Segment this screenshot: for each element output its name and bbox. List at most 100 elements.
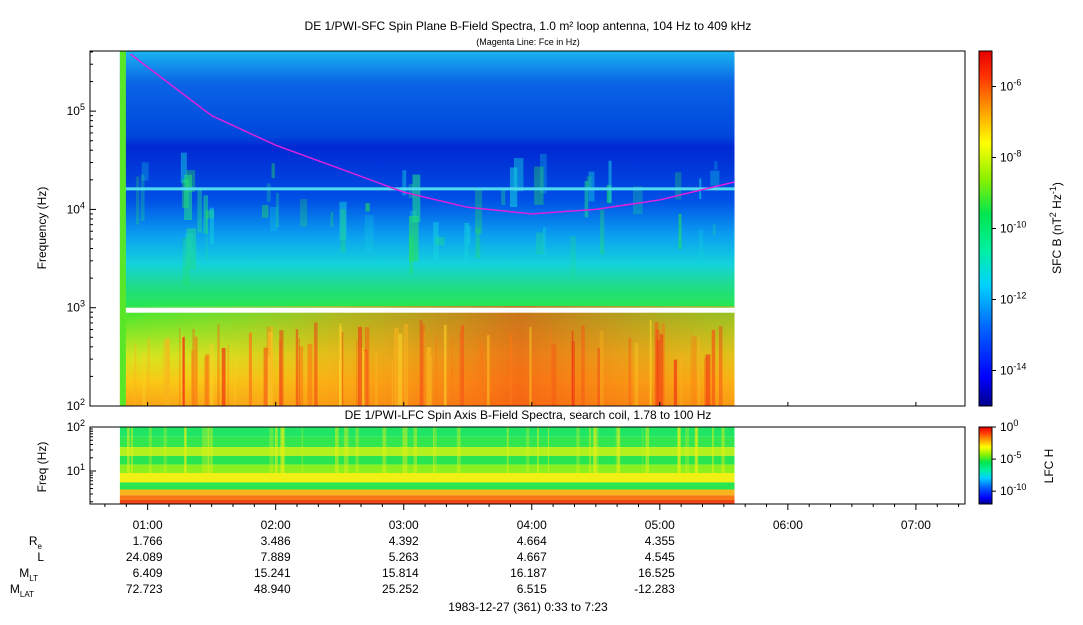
- sfc-emission-streak: [430, 355, 433, 406]
- lfc-streak: [413, 427, 418, 477]
- lfc-y-axis-label: Freq (Hz): [35, 442, 49, 493]
- sfc-emission-streak: [423, 331, 425, 406]
- sfc-hiss-patch: [542, 227, 546, 256]
- time-tick-label: 02:00: [261, 518, 291, 532]
- sfc-emission-streak: [307, 343, 313, 406]
- sfc-emission-streak: [480, 345, 484, 406]
- sfc-emission-streak: [362, 351, 367, 406]
- lfc-streak: [207, 427, 210, 477]
- lfc-y-tick-label: 101: [67, 462, 85, 478]
- sfc-emission-streak: [649, 320, 652, 406]
- sfc-hiss-patch: [712, 224, 716, 236]
- sfc-hiss-patch: [510, 167, 518, 208]
- sfc-emission-streak: [179, 327, 181, 406]
- sfc-emission-streak: [279, 330, 284, 406]
- sfc-emission-streak: [658, 329, 661, 406]
- ephemeris-value: 7.889: [261, 550, 291, 564]
- lfc-panel: 101 102 Freq (Hz) 100 10-5 10-10 LFC H: [35, 418, 1056, 505]
- sfc-emission-streak: [341, 331, 344, 406]
- sfc-interference-line: [119, 187, 735, 191]
- sfc-spectrogram: [119, 51, 735, 406]
- sfc-emission-streak: [163, 339, 166, 406]
- sfc-hiss-patch: [475, 227, 481, 259]
- sfc-emission-streak: [421, 324, 425, 406]
- time-tick-label: 01:00: [133, 518, 163, 532]
- sfc-hiss-patch: [409, 235, 414, 274]
- sfc-emission-streak: [679, 354, 683, 406]
- sfc-hiss-patch: [586, 176, 592, 190]
- sfc-emission-streak: [217, 324, 220, 406]
- lfc-streak: [677, 427, 680, 477]
- sfc-hiss-patch: [270, 207, 278, 231]
- sfc-panel: 102 103 104 105 Frequency (Hz) 10-6 10-8 10-1…: [35, 50, 1064, 413]
- sfc-emission-streak: [551, 344, 557, 406]
- lfc-colorbar-axis: 100 10-5 10-10: [992, 418, 1026, 498]
- colorbar-tick-label: 10-8: [1000, 149, 1021, 165]
- sfc-emission-streak: [209, 343, 214, 406]
- top-panel-title: DE 1/PWI-SFC Spin Plane B-Field Spectra,…: [305, 19, 752, 33]
- sfc-emission-streak: [182, 337, 185, 406]
- sfc-emission-streak: [478, 339, 483, 406]
- sfc-hiss-patch: [340, 209, 346, 253]
- sfc-emission-streak: [673, 359, 678, 406]
- sfc-hiss-patch: [209, 207, 215, 245]
- colorbar-tick-label: 10-12: [1000, 291, 1026, 307]
- time-tick-label: 04:00: [517, 518, 547, 532]
- sfc-hiss-patch: [186, 228, 197, 270]
- lfc-streak: [712, 427, 714, 477]
- sfc-hiss-patch: [678, 213, 682, 249]
- ephemeris-row-label: L: [37, 550, 44, 564]
- sfc-y-tick-label: 103: [67, 299, 85, 315]
- sfc-emission-streak: [654, 322, 659, 406]
- lfc-streak: [617, 427, 621, 477]
- lfc-streak: [695, 427, 698, 477]
- bottom-panel-title: DE 1/PWI-LFC Spin Axis B-Field Spectra, …: [345, 408, 712, 422]
- lfc-band: [119, 489, 735, 496]
- lfc-streak: [506, 427, 509, 477]
- sfc-hiss-patch: [540, 153, 547, 194]
- sfc-colorbar-axis: 10-6 10-8 10-10 10-12 10-14: [992, 78, 1026, 378]
- lfc-streak: [685, 427, 690, 477]
- sfc-emission-streak: [298, 338, 300, 406]
- lfc-streak: [165, 427, 167, 477]
- lfc-streak: [402, 427, 407, 477]
- sfc-hiss-patch: [141, 162, 149, 181]
- sfc-hiss-patch: [330, 211, 334, 227]
- sfc-emission-streak: [398, 333, 403, 406]
- sfc-hiss-patch: [271, 163, 275, 179]
- time-axis: 01:00 02:00 03:00 04:00 05:00 06:00 07:00: [104, 402, 960, 532]
- sfc-hiss-patch: [182, 237, 190, 286]
- lfc-streak: [335, 427, 339, 477]
- sfc-emission-streak: [391, 358, 393, 406]
- sfc-hiss-patch: [467, 225, 471, 246]
- ephemeris-value: 48.940: [254, 582, 291, 596]
- sfc-emission-streak: [394, 327, 399, 406]
- lfc-streak: [355, 427, 359, 477]
- lfc-streak: [343, 427, 346, 477]
- sfc-emission-streak: [205, 354, 210, 406]
- ephemeris-value: 4.545: [645, 550, 675, 564]
- ephemeris-value: 4.664: [517, 534, 547, 548]
- sfc-emission-streak: [692, 336, 697, 406]
- sfc-y-axis-label: Frequency (Hz): [35, 187, 49, 270]
- sfc-emission-streak: [357, 326, 363, 406]
- lfc-streak: [722, 427, 726, 477]
- sfc-y-tick-label: 104: [67, 200, 85, 216]
- ephemeris-value: 72.723: [126, 582, 163, 596]
- ephemeris-table: Re 1.766 3.486 4.392 4.664 4.355 L 24.089 7.889 5…: [10, 534, 675, 599]
- sfc-hiss-patch: [365, 203, 370, 212]
- sfc-hiss-patch: [714, 161, 718, 170]
- lfc-streak: [694, 427, 699, 477]
- sfc-emission-streak: [147, 337, 151, 406]
- sfc-hiss-patch: [275, 192, 280, 228]
- sfc-emission-streak: [451, 338, 453, 406]
- sfc-hiss-patch: [632, 186, 643, 215]
- sfc-emission-streak: [711, 329, 716, 406]
- lfc-band: [119, 427, 735, 437]
- sfc-emission-streak: [266, 355, 271, 406]
- sfc-emission-streak: [248, 332, 252, 406]
- time-tick-label: 03:00: [389, 518, 419, 532]
- sfc-hiss-patch: [184, 174, 192, 221]
- ephemeris-value: 16.187: [510, 566, 547, 580]
